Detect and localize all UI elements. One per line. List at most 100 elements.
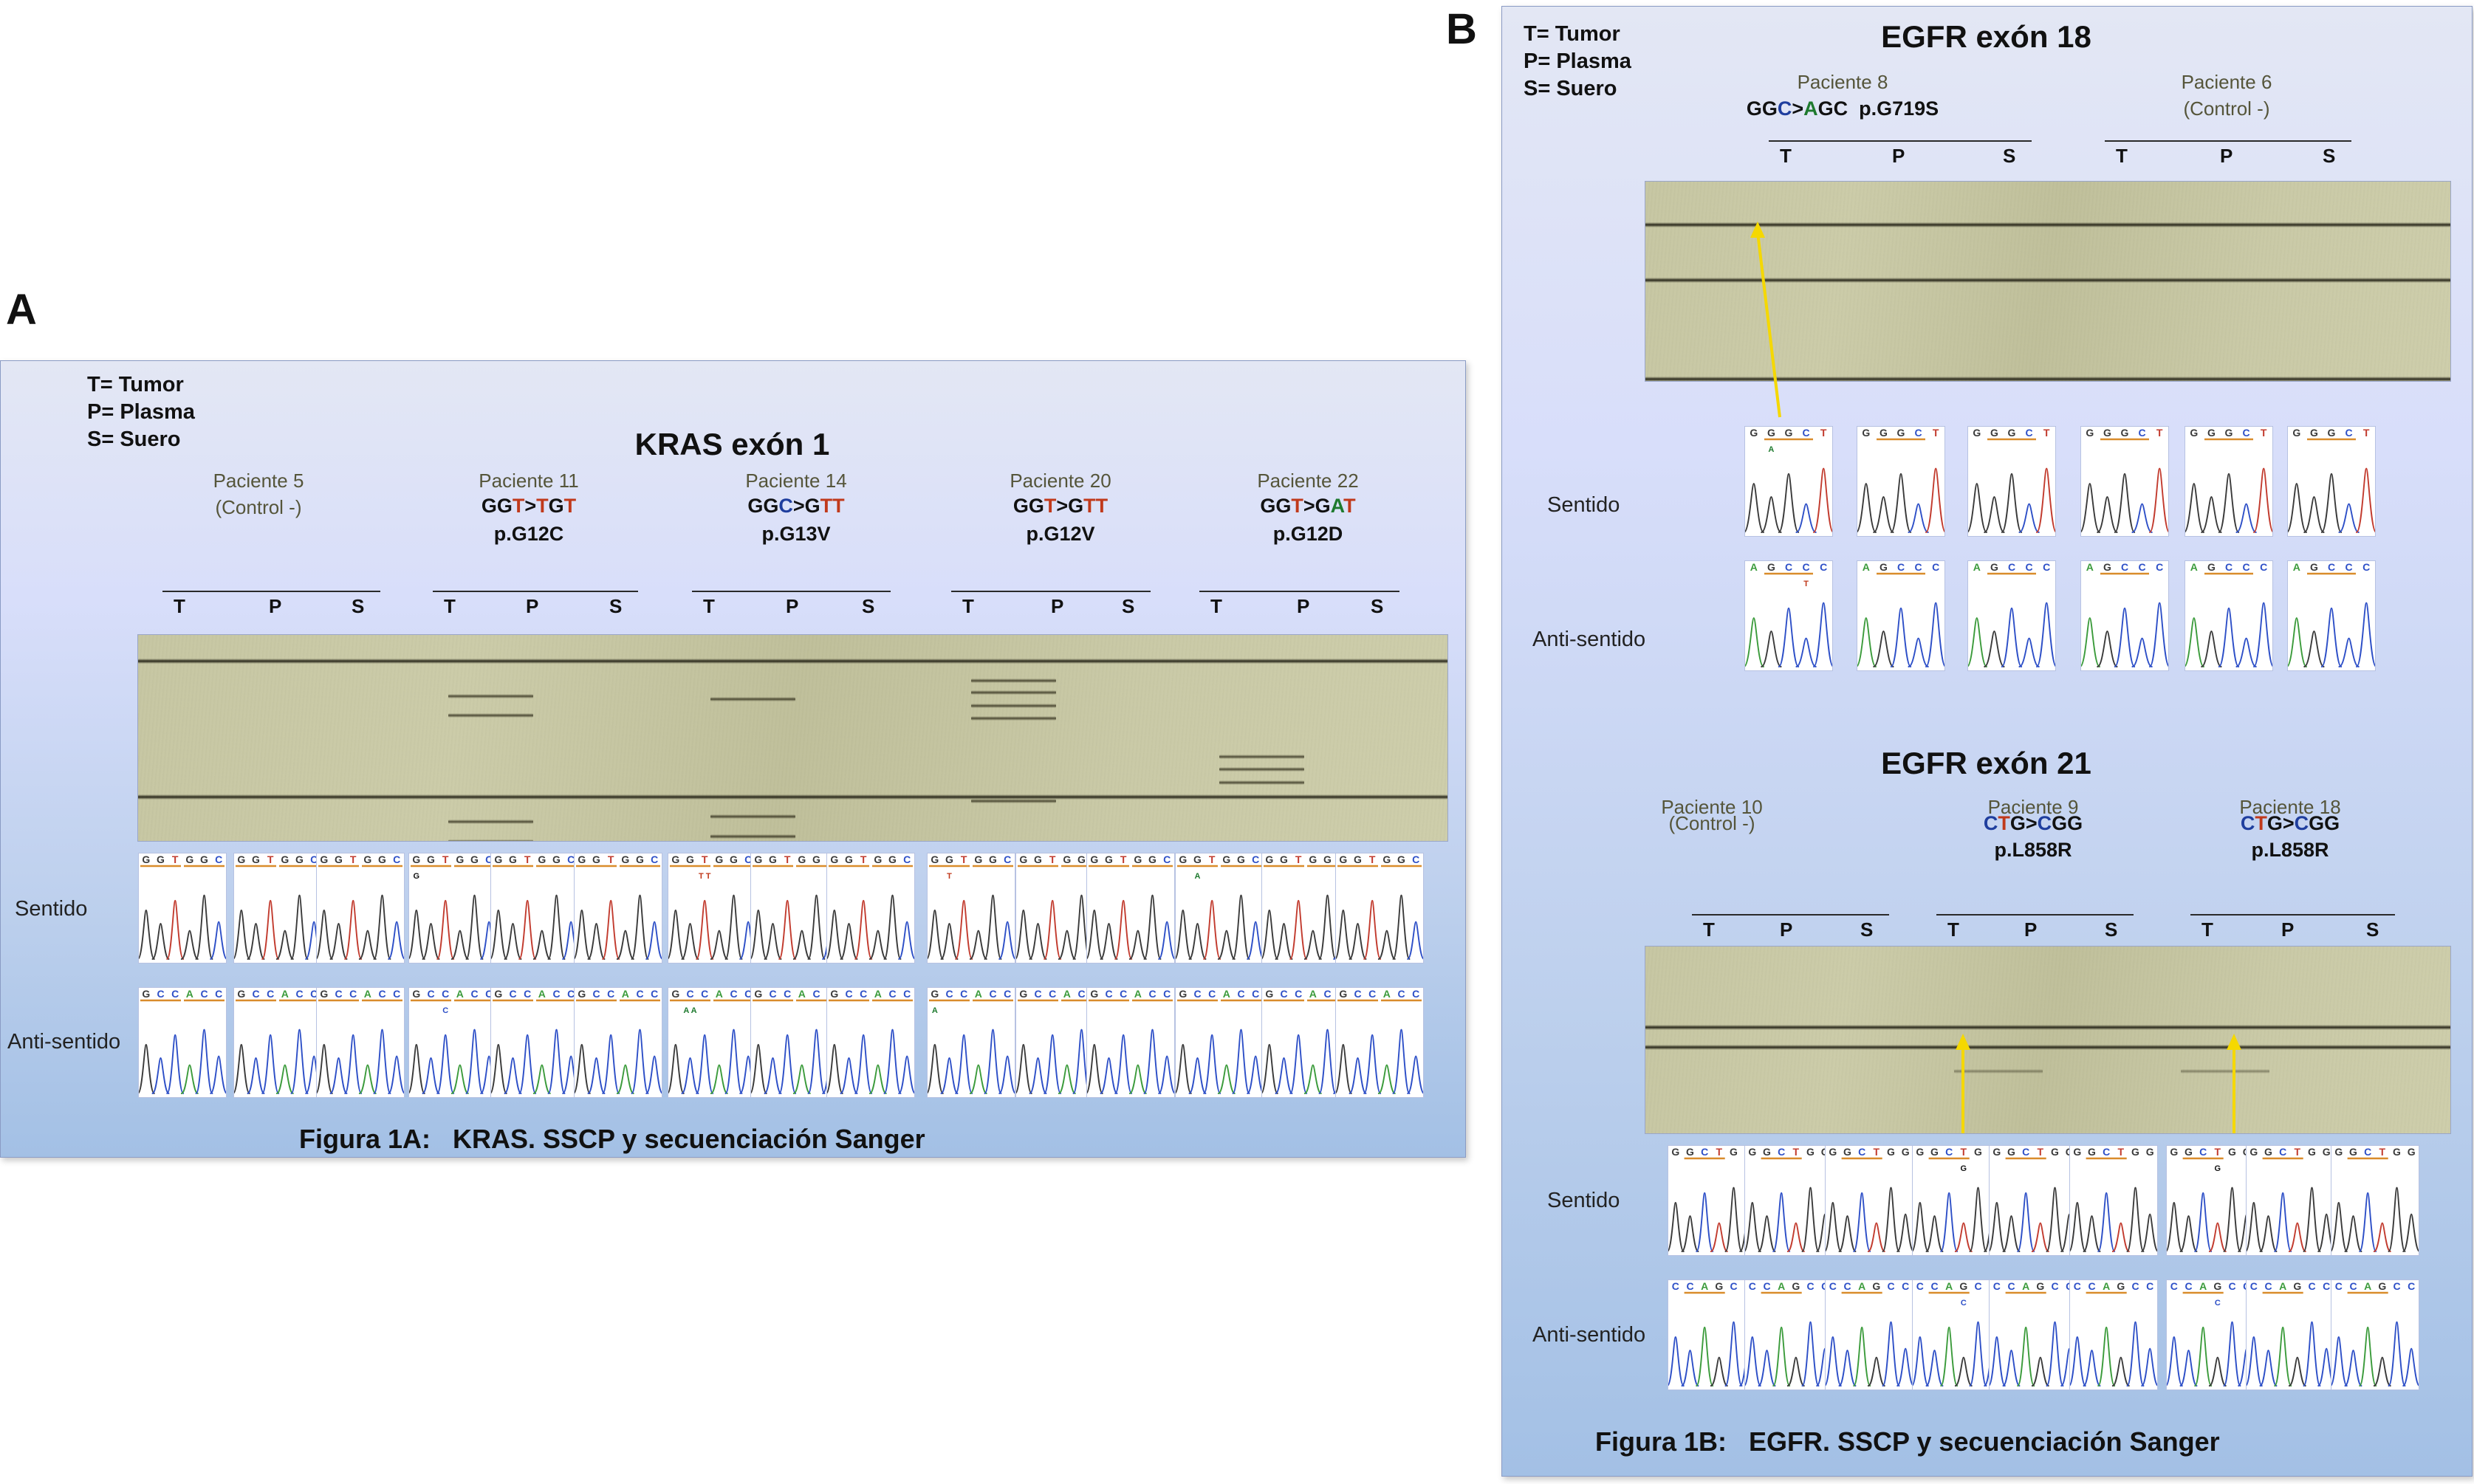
svg-text:G: G: [1339, 853, 1347, 865]
svg-text:G: G: [2086, 427, 2094, 439]
svg-text:G: G: [1959, 1280, 1967, 1292]
svg-text:G: G: [1806, 1146, 1815, 1158]
svg-text:C: C: [1148, 988, 1156, 1000]
svg-text:C: C: [686, 988, 693, 1000]
svg-text:A: A: [1063, 988, 1071, 1000]
svg-text:G: G: [636, 853, 644, 865]
svg-text:G: G: [888, 853, 897, 865]
svg-text:A: A: [798, 988, 806, 1000]
svg-text:G: G: [2213, 1280, 2221, 1292]
svg-text:G: G: [2103, 427, 2111, 439]
svg-text:C: C: [769, 988, 776, 1000]
svg-text:C: C: [2170, 1280, 2178, 1292]
svg-text:G: G: [2293, 1280, 2301, 1292]
svg-text:A: A: [716, 988, 723, 1000]
svg-text:C: C: [1208, 988, 1216, 1000]
svg-text:C: C: [1397, 988, 1405, 1000]
svg-text:C: C: [1077, 988, 1085, 1000]
svg-text:G: G: [252, 853, 260, 865]
svg-text:T: T: [1874, 1146, 1880, 1158]
svg-text:C: C: [2043, 561, 2050, 573]
svg-text:T: T: [2038, 1146, 2044, 1158]
svg-text:G: G: [1887, 1146, 1895, 1158]
svg-text:C: C: [1252, 853, 1259, 865]
svg-text:C: C: [1803, 561, 1810, 573]
svg-text:G: G: [1880, 561, 1888, 573]
svg-text:T: T: [947, 872, 952, 881]
svg-text:C: C: [1368, 988, 1376, 1000]
svg-text:C: C: [2215, 1299, 2221, 1308]
svg-text:G: G: [798, 853, 806, 865]
svg-text:G: G: [1019, 988, 1027, 1000]
svg-text:G: G: [1961, 1164, 1967, 1173]
svg-text:C: C: [1237, 988, 1244, 1000]
svg-text:G: G: [1148, 853, 1157, 865]
svg-text:G: G: [335, 853, 343, 865]
svg-text:C: C: [349, 988, 357, 1000]
svg-text:C: C: [651, 988, 658, 1000]
svg-text:G: G: [1686, 1146, 1694, 1158]
svg-text:T: T: [1933, 427, 1939, 439]
svg-text:G: G: [1872, 1280, 1880, 1292]
svg-text:C: C: [2225, 561, 2233, 573]
svg-text:G: G: [1237, 853, 1245, 865]
svg-text:G: G: [2103, 561, 2111, 573]
svg-text:C: C: [1105, 988, 1112, 1000]
svg-text:G: G: [754, 988, 762, 1000]
svg-text:G: G: [1930, 1146, 1939, 1158]
svg-text:C: C: [524, 988, 531, 1000]
svg-text:C: C: [1932, 561, 1939, 573]
svg-text:G: G: [1090, 853, 1098, 865]
svg-text:G: G: [1897, 427, 1905, 439]
svg-text:G: G: [2215, 1164, 2221, 1173]
svg-text:G: G: [1090, 988, 1098, 1000]
svg-text:A: A: [1195, 872, 1201, 881]
svg-text:C: C: [784, 988, 791, 1000]
svg-text:C: C: [2185, 1280, 2192, 1292]
svg-text:G: G: [2378, 1280, 2386, 1292]
svg-text:C: C: [442, 1006, 448, 1015]
svg-text:G: G: [931, 853, 939, 865]
svg-text:C: C: [1961, 1299, 1967, 1308]
svg-text:G: G: [1339, 988, 1347, 1000]
svg-text:G: G: [1974, 1146, 1982, 1158]
svg-text:A: A: [1973, 561, 1981, 573]
svg-text:G: G: [2036, 1280, 2044, 1292]
svg-text:A: A: [281, 988, 289, 1000]
svg-text:A: A: [538, 988, 546, 1000]
svg-text:G: G: [2117, 1280, 2125, 1292]
svg-text:T: T: [1803, 580, 1809, 588]
svg-text:A: A: [364, 988, 371, 1000]
svg-text:G: G: [494, 988, 502, 1000]
svg-text:T: T: [608, 853, 614, 865]
svg-text:A: A: [2086, 561, 2094, 573]
svg-text:G: G: [185, 853, 193, 865]
svg-text:T: T: [860, 853, 867, 865]
svg-text:C: C: [393, 853, 400, 865]
svg-text:G: G: [592, 853, 600, 865]
svg-text:C: C: [1412, 853, 1419, 865]
svg-text:G: G: [1671, 1146, 1679, 1158]
svg-text:G: G: [1105, 853, 1113, 865]
svg-text:T: T: [1716, 1146, 1723, 1158]
svg-text:G: G: [1763, 1146, 1771, 1158]
svg-text:C: C: [1163, 988, 1171, 1000]
svg-text:G: G: [989, 853, 997, 865]
svg-text:C: C: [2131, 1280, 2139, 1292]
svg-text:T: T: [524, 853, 531, 865]
svg-text:G: G: [2146, 1146, 2154, 1158]
svg-text:G: G: [295, 853, 304, 865]
svg-text:G: G: [237, 988, 245, 1000]
svg-text:T: T: [2215, 1146, 2221, 1158]
svg-text:G: G: [538, 853, 546, 865]
svg-text:A: A: [2103, 1280, 2110, 1292]
svg-text:C: C: [1193, 988, 1201, 1000]
svg-text:T: T: [442, 853, 449, 865]
svg-text:C: C: [2279, 1146, 2286, 1158]
svg-text:C: C: [1730, 1280, 1737, 1292]
svg-text:G: G: [715, 853, 723, 865]
svg-text:G: G: [2310, 561, 2318, 573]
svg-text:C: C: [2345, 561, 2353, 573]
svg-text:G: G: [1019, 853, 1027, 865]
svg-text:C: C: [2243, 561, 2250, 573]
